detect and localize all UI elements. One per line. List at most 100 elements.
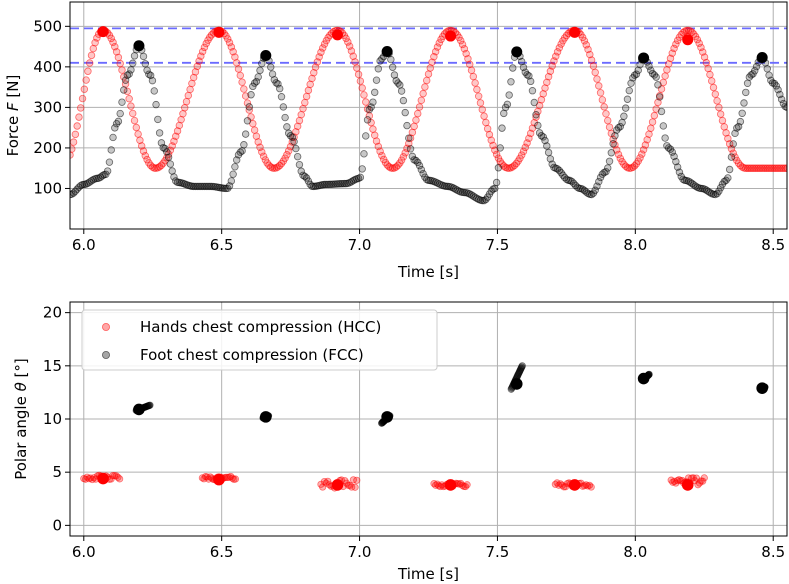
force-point-hcc	[130, 116, 139, 125]
angle-y-label-prefix: Polar angle	[12, 396, 30, 480]
force-point-fcc	[143, 66, 151, 74]
force-point-fcc	[740, 99, 748, 107]
force-point-fcc	[241, 130, 250, 138]
force-point-hcc	[532, 113, 540, 121]
force-point-fcc	[656, 93, 664, 101]
force-point-hcc	[715, 103, 723, 112]
angle-center-marker-fcc	[637, 372, 650, 385]
force-point-fcc	[652, 73, 660, 81]
force-point-hcc	[84, 67, 92, 75]
force-point-hcc	[519, 147, 528, 156]
force-point-fcc	[772, 82, 780, 90]
angle-y-axis-label: Polar angle θ [°]	[12, 358, 30, 480]
force-point-hcc	[73, 122, 81, 130]
angle-x-tick-label: 7.5	[486, 543, 510, 561]
force-point-hcc	[116, 59, 124, 68]
force-point-fcc	[231, 163, 239, 171]
force-point-fcc	[528, 87, 537, 95]
angle-point-hcc	[587, 483, 595, 491]
angle-point-hcc	[699, 477, 707, 485]
force-point-hcc	[424, 70, 433, 78]
force-point-fcc	[541, 136, 549, 145]
force-point-hcc	[304, 86, 313, 95]
force-x-axis-label: Time [s]	[397, 263, 459, 281]
force-point-fcc	[127, 66, 135, 74]
force-point-hcc	[406, 134, 415, 142]
force-point-fcc	[247, 91, 255, 99]
force-point-hcc	[310, 68, 318, 77]
force-point-fcc	[419, 169, 427, 178]
force-point-hcc	[71, 130, 80, 139]
force-point-fcc	[360, 150, 368, 158]
force-point-hcc	[399, 153, 408, 161]
force-point-hcc	[112, 48, 121, 56]
angle-point-hcc	[353, 476, 361, 484]
force-point-hcc	[283, 151, 291, 159]
angle-point-hcc	[463, 481, 471, 489]
force-point-hcc	[670, 44, 678, 53]
force-point-fcc	[496, 144, 504, 152]
force-point-hcc	[695, 39, 703, 47]
force-point-hcc	[107, 34, 115, 43]
force-point-fcc	[763, 65, 771, 73]
force-point-fcc	[154, 115, 162, 124]
force-data-points	[70, 26, 787, 205]
force-point-hcc	[614, 150, 623, 159]
force-point-hcc	[596, 89, 605, 97]
force-point-hcc	[423, 76, 431, 85]
force-point-hcc	[397, 156, 406, 164]
force-point-hcc	[301, 98, 309, 107]
legend-box	[81, 309, 438, 371]
angle-center-marker-hcc	[213, 473, 225, 486]
force-point-hcc	[184, 91, 192, 100]
angle-center-marker-fcc	[510, 378, 523, 390]
force-point-fcc	[164, 153, 173, 162]
force-point-hcc	[308, 74, 316, 83]
force-point-hcc	[353, 64, 361, 72]
force-point-fcc	[507, 78, 515, 86]
force-point-hcc	[175, 121, 184, 130]
angle-point-fcc	[146, 401, 154, 409]
angle-y-tick-label: 20	[43, 304, 62, 322]
force-point-fcc	[152, 100, 160, 109]
force-point-fcc	[109, 133, 117, 142]
force-point-fcc	[105, 158, 114, 166]
angle-y-tick-label: 15	[43, 357, 62, 375]
force-point-hcc	[362, 98, 370, 106]
force-point-hcc	[595, 82, 603, 90]
force-point-fcc	[539, 133, 547, 141]
force-point-hcc	[598, 96, 607, 104]
force-point-hcc	[182, 97, 191, 106]
force-point-fcc	[725, 165, 734, 174]
force-point-fcc	[406, 145, 415, 153]
force-point-hcc	[412, 116, 420, 124]
force-point-hcc	[650, 111, 659, 120]
force-point-hcc	[166, 146, 175, 154]
legend: Hands chest compression (HCC) Foot chest…	[81, 309, 438, 371]
force-point-fcc	[593, 182, 601, 190]
force-point-fcc	[120, 86, 128, 94]
force-point-hcc	[114, 53, 123, 62]
force-point-fcc	[530, 98, 538, 107]
force-point-hcc	[317, 48, 325, 56]
force-point-hcc	[722, 129, 730, 137]
force-point-fcc	[107, 146, 115, 154]
angle-y-tick-label: 0	[52, 516, 62, 534]
force-axes-frame	[69, 1, 788, 230]
force-point-fcc	[103, 167, 112, 175]
force-point-hcc	[401, 149, 409, 157]
force-point-fcc	[125, 70, 133, 78]
force-point-fcc	[277, 93, 286, 101]
force-point-fcc	[742, 88, 750, 97]
force-point-fcc	[276, 84, 284, 93]
force-point-fcc	[661, 134, 669, 142]
force-point-fcc	[503, 100, 512, 109]
angle-x-tick-label: 8.5	[761, 543, 785, 561]
force-x-tick-label: 7.5	[486, 236, 510, 254]
force-point-hcc	[521, 143, 529, 152]
angle-y-tick-label: 10	[43, 410, 62, 428]
angle-center-marker-hcc	[568, 479, 581, 491]
force-point-hcc	[457, 36, 465, 45]
force-point-fcc	[245, 103, 253, 111]
force-point-hcc	[70, 145, 76, 153]
